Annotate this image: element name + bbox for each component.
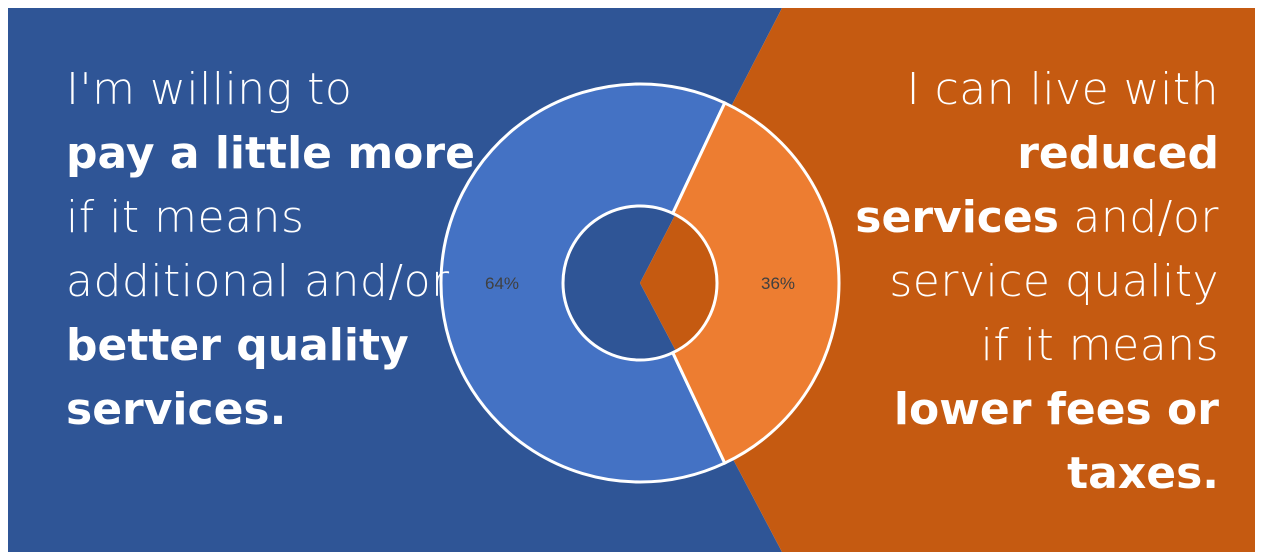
statement-text: additional and/or xyxy=(66,256,450,307)
right-panel-background xyxy=(640,8,1255,552)
statement-text: I'm willing to xyxy=(66,64,353,115)
statement-text: taxes. xyxy=(1067,448,1219,499)
statement-text: reduced xyxy=(1017,128,1219,179)
right-statement: I can live with reduced services and/or ser… xyxy=(839,58,1219,506)
left-statement-line: pay a little more xyxy=(66,122,475,186)
statement-text: services xyxy=(855,192,1059,243)
statement-text: lower fees or xyxy=(893,384,1219,435)
statement-text: if it means xyxy=(66,192,305,243)
left-statement-line: additional and/or xyxy=(66,250,449,314)
donut-slice-orange xyxy=(670,100,841,466)
left-statement-line: I'm willing to xyxy=(66,58,446,122)
data-label: 64% xyxy=(485,274,519,293)
right-statement-line: I can live with xyxy=(839,58,1219,122)
right-statement-line: if it means xyxy=(839,314,1219,378)
right-statement-line: services and/or xyxy=(839,186,1219,250)
statement-text: services. xyxy=(66,384,287,435)
right-statement-line: reduced xyxy=(839,122,1219,186)
statement-text: I can live with xyxy=(906,64,1219,115)
statement-text: pay a little more xyxy=(66,128,475,179)
left-statement: I'm willing to pay a little more if it mea… xyxy=(66,58,475,442)
left-statement-line: services. xyxy=(66,378,446,442)
statement-text: service quality xyxy=(889,256,1219,307)
donut-chart: 64% 36% xyxy=(439,82,841,484)
right-statement-line: taxes. xyxy=(839,442,1219,506)
donut-slice-blue xyxy=(439,82,727,484)
left-statement-line: better quality xyxy=(66,314,446,378)
statement-text-suffix: and/or xyxy=(1058,192,1219,243)
left-statement-line: if it means xyxy=(66,186,446,250)
right-statement-line: lower fees or xyxy=(839,378,1219,442)
statement-text: if it means xyxy=(980,320,1219,371)
data-label: 36% xyxy=(761,274,795,293)
statement-text: better quality xyxy=(66,320,409,371)
right-statement-line: service quality xyxy=(839,250,1219,314)
